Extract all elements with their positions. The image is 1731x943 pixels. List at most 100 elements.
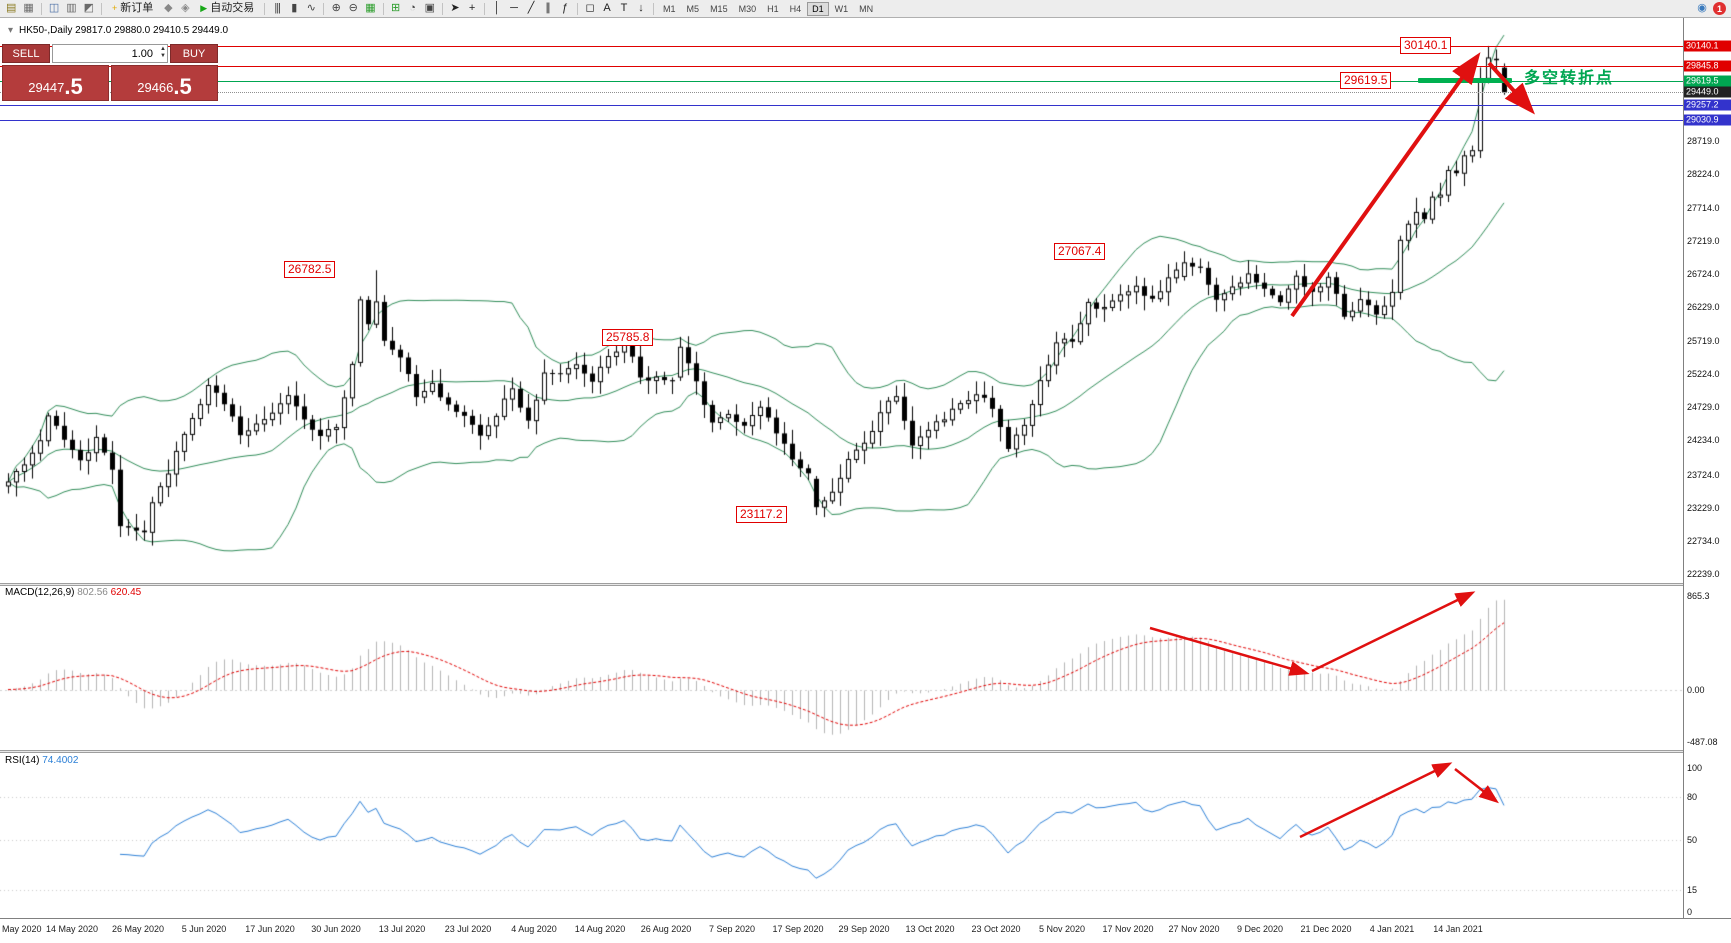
- date-label: 17 Jun 2020: [245, 924, 295, 934]
- macd-signal-value: 620.45: [110, 587, 142, 598]
- community-icon[interactable]: ◉: [1697, 2, 1707, 14]
- date-label: 9 Dec 2020: [1236, 924, 1284, 934]
- autotrading-button[interactable]: ▶ 自动交易: [194, 1, 260, 16]
- timeframe-m30-button[interactable]: M30: [738, 3, 757, 14]
- toolbar-separator: [484, 2, 486, 15]
- date-label: 4 Aug 2020: [511, 924, 557, 934]
- timeframe-m15-button[interactable]: M15: [710, 3, 728, 14]
- macd-scale-label: 0.00: [1687, 684, 1705, 695]
- hline-29449[interactable]: [0, 92, 1683, 93]
- tile-windows-icon[interactable]: ▦: [365, 2, 376, 14]
- volume-input[interactable]: 1.00 ▲ ▼: [52, 44, 168, 63]
- price-scale-label: 27219.0: [1687, 236, 1720, 247]
- hline-29845.8[interactable]: [0, 66, 1683, 67]
- trendline-icon[interactable]: ╱: [527, 2, 535, 14]
- rsi-pane-splitter[interactable]: [0, 750, 1731, 753]
- volume-value: 1.00: [131, 47, 153, 60]
- shapes-icon[interactable]: ◻: [585, 2, 595, 14]
- date-label: 7 Sep 2020: [708, 924, 756, 934]
- text-label-icon[interactable]: T: [620, 2, 628, 14]
- price-callout-27067.4[interactable]: 27067.4: [1054, 243, 1106, 260]
- options-icon[interactable]: ◈: [181, 2, 190, 14]
- market-watch-icon[interactable]: ◫: [48, 2, 60, 14]
- price-callout-25785.8[interactable]: 25785.8: [602, 329, 654, 346]
- zoom-out-icon[interactable]: ⊖: [348, 2, 358, 14]
- horizontal-line-icon[interactable]: ─: [510, 2, 518, 14]
- new-order-button[interactable]: + 新订单: [106, 1, 159, 16]
- buy-price-button[interactable]: 29466.5: [111, 65, 218, 101]
- bar-chart-icon[interactable]: |||: [274, 2, 281, 14]
- indicators-icon[interactable]: ⊞: [391, 2, 401, 14]
- turning-point-segment[interactable]: [1418, 78, 1512, 83]
- timeframe-h4-button[interactable]: H4: [789, 3, 802, 14]
- candlestick-chart-icon[interactable]: ▮: [291, 2, 298, 14]
- toolbar-separator: [653, 2, 655, 15]
- date-label: 26 May 2020: [111, 924, 165, 934]
- zoom-in-icon[interactable]: ⊕: [331, 2, 341, 14]
- rsi-scale-label: 15: [1687, 885, 1698, 896]
- toolbar-separator: [382, 2, 384, 15]
- templates-icon[interactable]: ▣: [424, 2, 436, 14]
- timeframe-mn-button[interactable]: MN: [859, 3, 874, 14]
- price-scale-label: 24234.0: [1687, 435, 1720, 446]
- hline-29619.5[interactable]: [0, 81, 1683, 82]
- volume-spinner[interactable]: ▲ ▼: [160, 46, 166, 60]
- sell-price-button[interactable]: 29447.5: [2, 65, 109, 101]
- line-chart-icon[interactable]: ∿: [306, 2, 316, 14]
- navigator-icon[interactable]: ◩: [83, 2, 95, 14]
- price-callout-23117.2[interactable]: 23117.2: [736, 506, 787, 523]
- hline-29030.9[interactable]: [0, 120, 1683, 121]
- hline-29257.2[interactable]: [0, 105, 1683, 106]
- macd-indicator-label: MACD(12,26,9) 802.56 620.45: [5, 587, 141, 598]
- timeframe-m5-button[interactable]: M5: [686, 3, 700, 14]
- price-axis[interactable]: 28719.0 28224.0 27714.0 27219.0 26724.0 26229…: [1683, 18, 1731, 918]
- sell-button[interactable]: SELL: [2, 44, 50, 63]
- profiles-icon[interactable]: ▦: [23, 2, 34, 14]
- price-callout-26782.5[interactable]: 26782.5: [284, 261, 336, 278]
- timeframe-w1-button[interactable]: W1: [834, 3, 849, 14]
- vertical-line-icon[interactable]: │: [493, 2, 501, 14]
- date-label: 13 Oct 2020: [905, 924, 955, 934]
- price-scale-label: 26229.0: [1687, 302, 1720, 313]
- periods-icon[interactable]: ◔: [409, 2, 416, 14]
- date-label: 23 Oct 2020: [971, 924, 1021, 934]
- price-scale-label: 24729.0: [1687, 402, 1720, 413]
- price-callout-30140.1[interactable]: 30140.1: [1400, 37, 1452, 54]
- price-callout-29619.5[interactable]: 29619.5: [1340, 72, 1392, 89]
- notification-badge[interactable]: 1: [1713, 2, 1726, 15]
- macd-scale-label: 865.3: [1687, 591, 1710, 602]
- rsi-scale-label: 80: [1687, 791, 1698, 802]
- metaeditor-icon[interactable]: ◆: [164, 2, 173, 14]
- rsi-scale-label: 50: [1687, 835, 1698, 845]
- crosshair-icon[interactable]: +: [468, 2, 476, 14]
- arrows-tool-icon[interactable]: ↓: [638, 2, 644, 14]
- date-label: 5 Nov 2020: [1038, 924, 1086, 934]
- volume-down-icon[interactable]: ▼: [160, 53, 166, 60]
- hline-30140.1[interactable]: [0, 46, 1683, 47]
- new-chart-icon[interactable]: ▤: [6, 2, 17, 14]
- volume-up-icon[interactable]: ▲: [160, 46, 166, 52]
- date-axis[interactable]: May 2020 14 May 2020 26 May 2020 5 Jun 2020…: [0, 918, 1731, 943]
- rsi-scale-label: 100: [1687, 763, 1703, 773]
- cursor-icon[interactable]: ➤: [450, 2, 460, 14]
- channel-icon[interactable]: ∥: [545, 2, 551, 14]
- date-label: 14 May 2020: [45, 924, 99, 934]
- turning-point-text[interactable]: 多空转折点: [1524, 70, 1615, 87]
- text-icon[interactable]: A: [603, 2, 611, 14]
- toolbar: ▤ ▦ ◫ ▥ ◩ + 新订单 ◆ ◈ ▶ 自动交易 ||| ▮ ∿ ⊕ ⊖ ▦ ⊞ ◔ ▣ ➤ + │ ─ ╱ ∥ ƒ ◻ A T ↓ M1…: [0, 0, 1731, 18]
- one-click-toggle-icon[interactable]: ▾: [8, 25, 14, 36]
- new-order-icon: +: [112, 3, 118, 13]
- buy-button[interactable]: BUY: [170, 44, 218, 63]
- data-window-icon[interactable]: ▥: [66, 2, 77, 14]
- price-marker-29845.8: 29845.8: [1684, 60, 1731, 72]
- macd-pane-splitter[interactable]: [0, 583, 1731, 586]
- timeframe-h1-button[interactable]: H1: [767, 3, 779, 14]
- fibonacci-icon[interactable]: ƒ: [561, 2, 569, 14]
- date-label: 4 Jan 2021: [1369, 924, 1415, 934]
- price-scale-label: 28719.0: [1687, 135, 1720, 146]
- date-label: 13 Jul 2020: [378, 924, 426, 934]
- timeframe-d1-button[interactable]: D1: [807, 1, 829, 16]
- timeframe-m1-button[interactable]: M1: [663, 3, 676, 14]
